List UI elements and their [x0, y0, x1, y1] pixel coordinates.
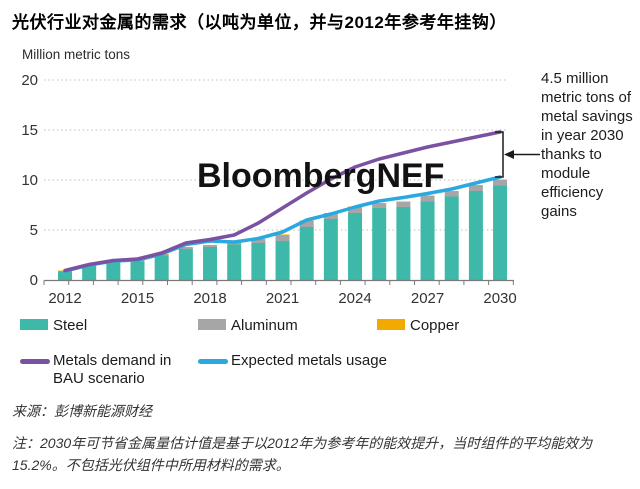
- savings-bracket: [495, 131, 504, 178]
- bar-steel-2012: [58, 271, 72, 280]
- copper-legend-label: Copper: [410, 317, 460, 334]
- bar-aluminum-2029: [468, 185, 483, 191]
- page-title: 光伏行业对金属的需求（以吨为单位，并与2012年参考年挂钩）: [12, 13, 507, 32]
- y-axis-unit-label: Million metric tons: [22, 47, 131, 62]
- y-tick-label-10: 10: [21, 172, 38, 189]
- y-tick-label-15: 15: [21, 122, 38, 139]
- y-tick-label-5: 5: [30, 222, 38, 239]
- y-tick-label-0: 0: [30, 272, 38, 289]
- bar-steel-2018: [203, 247, 218, 280]
- bar-steel-2028: [444, 196, 459, 280]
- bar-aluminum-2022: [299, 221, 314, 227]
- bar-copper-2025: [372, 203, 387, 204]
- bar-aluminum-2021: [275, 235, 290, 241]
- aluminum-legend-label: Aluminum: [231, 317, 298, 334]
- bar-steel-2021: [275, 241, 290, 280]
- bar-steel-2013: [82, 266, 97, 280]
- expected-line-legend-label: Expected metals usage: [231, 352, 387, 369]
- bar-steel-2016: [154, 255, 169, 280]
- bar-copper-2017: [178, 247, 193, 248]
- steel-legend-label: Steel: [53, 317, 88, 334]
- bar-aluminum-2024: [348, 207, 363, 213]
- x-tick-label-2018: 2018: [193, 290, 226, 307]
- bar-copper-2018: [203, 245, 218, 246]
- bar-steel-2019: [227, 244, 242, 280]
- annotation-arrow-head: [504, 150, 514, 159]
- y-tick-label-20: 20: [21, 72, 38, 89]
- x-tick-label-2012: 2012: [48, 290, 81, 307]
- bar-aluminum-2028: [444, 191, 459, 197]
- aluminum-legend-swatch: [198, 319, 226, 330]
- bar-aluminum-2025: [372, 203, 387, 208]
- bar-steel-2030: [493, 185, 508, 280]
- bar-aluminum-2020: [251, 239, 266, 243]
- bar-steel-2020: [251, 243, 266, 280]
- bar-steel-2015: [130, 261, 145, 280]
- bar-copper-2026: [396, 201, 411, 202]
- bar-steel-2023: [323, 219, 338, 280]
- metals-demand-chart: 0 5 10 15 20 2012 2015 2018 2021 2024 2027 2030: [21, 72, 540, 307]
- bar-aluminum-2030: [493, 180, 508, 186]
- bar-steel-2024: [348, 213, 363, 280]
- bar-copper-2021: [275, 234, 290, 235]
- bar-steel-2017: [178, 249, 193, 280]
- bar-steel-2029: [468, 191, 483, 280]
- bar-copper-2028: [444, 191, 459, 192]
- bau-line-legend-swatch: [20, 359, 50, 364]
- copper-legend-swatch: [377, 319, 405, 330]
- bar-steel-2026: [396, 207, 411, 280]
- bau-line-legend-label: Metals demand in BAU scenario: [53, 352, 172, 388]
- x-tick-label-2030: 2030: [483, 290, 516, 307]
- steel-legend-swatch: [20, 319, 48, 330]
- footnote: 注：2030年可节省金属量估计值是基于以2012年为参考年的能效提升，当时组件的…: [12, 435, 593, 473]
- bar-copper-2029: [468, 185, 483, 186]
- source-line: 来源：彭博新能源财经: [12, 403, 152, 419]
- bar-aluminum-2026: [396, 202, 411, 207]
- bar-steel-2014: [106, 262, 121, 280]
- x-tick-label-2015: 2015: [121, 290, 154, 307]
- expected-line-legend-swatch: [198, 359, 228, 364]
- x-tick-label-2024: 2024: [338, 290, 371, 307]
- bar-steel-2022: [299, 227, 314, 280]
- bar-steel-2027: [420, 201, 435, 280]
- bar-copper-2027: [420, 195, 435, 196]
- bar-aluminum-2018: [203, 245, 218, 247]
- bar-aluminum-2017: [178, 247, 193, 249]
- bar-aluminum-2023: [323, 213, 338, 219]
- bloombergnef-watermark: BloombergNEF: [197, 157, 445, 195]
- bar-steel-2025: [372, 208, 387, 280]
- savings-annotation: 4.5 million metric tons of metal savings…: [541, 70, 633, 221]
- bar-aluminum-2027: [420, 196, 435, 202]
- x-tick-label-2021: 2021: [266, 290, 299, 307]
- x-tick-label-2027: 2027: [411, 290, 444, 307]
- line-bau-scenario: [63, 130, 502, 273]
- bar-copper-2030: [493, 179, 508, 180]
